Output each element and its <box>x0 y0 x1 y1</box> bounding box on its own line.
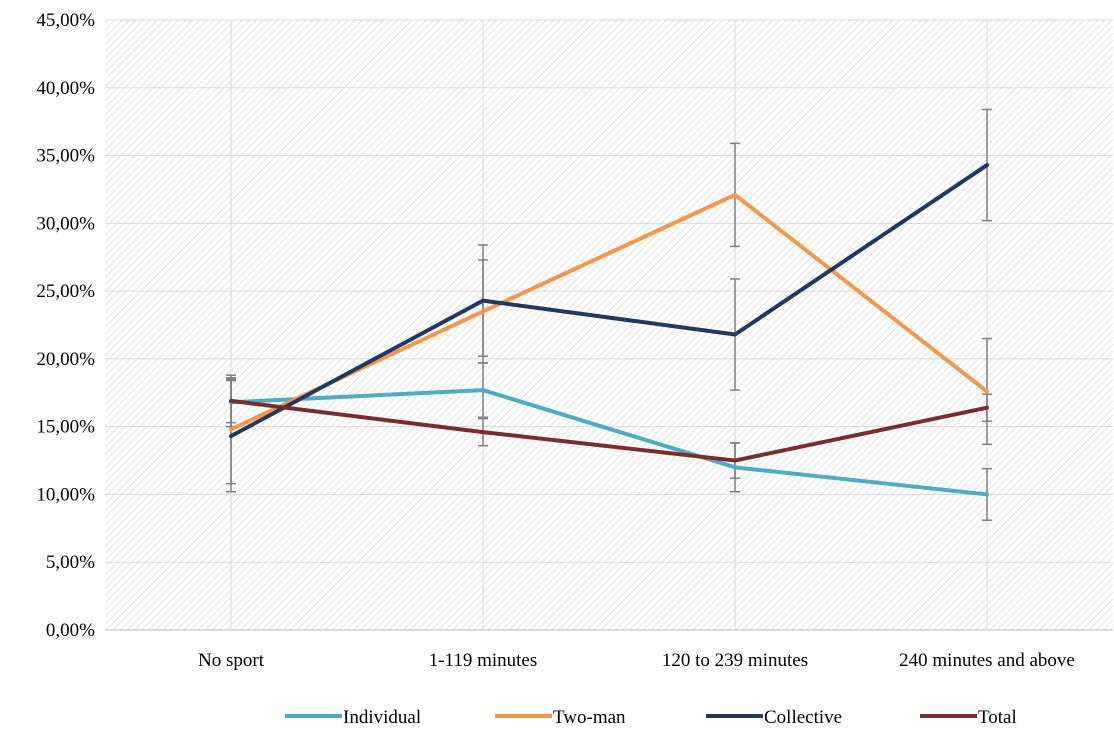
legend-item: Individual <box>285 707 421 728</box>
legend-label: Total <box>978 707 1017 728</box>
legend-item: Collective <box>706 707 842 728</box>
y-tick-label: 20,00% <box>36 349 95 370</box>
x-axis-tick-labels: No sport 1-119 minutes 120 to 239 minutes 2… <box>198 650 1075 671</box>
legend-item: Total <box>920 707 1017 728</box>
x-tick-label: 120 to 239 minutes <box>662 650 808 671</box>
y-tick-label: 35,00% <box>36 146 95 167</box>
series-line <box>229 398 989 463</box>
y-tick-label: 45,00% <box>36 10 95 31</box>
y-tick-label: 40,00% <box>36 78 95 99</box>
series-total <box>229 398 989 463</box>
y-tick-label: 10,00% <box>36 484 95 505</box>
series-line <box>229 388 989 497</box>
y-tick-label: 25,00% <box>36 281 95 302</box>
legend-item: Two-man <box>495 707 626 728</box>
x-tick-label: 240 minutes and above <box>899 650 1075 671</box>
plot-area <box>105 20 1113 630</box>
series-collective <box>229 163 989 439</box>
y-axis-tick-labels: 0,00% 5,00% 10,00% 15,00% 20,00% 25,00% 30,00%… <box>36 10 95 641</box>
legend-label: Individual <box>343 707 421 728</box>
y-tick-label: 15,00% <box>36 417 95 438</box>
y-tick-label: 0,00% <box>46 620 95 641</box>
legend: Individual Two-man Collective Total <box>285 707 1017 728</box>
y-tick-label: 30,00% <box>36 213 95 234</box>
series-line <box>229 163 989 439</box>
y-tick-label: 5,00% <box>46 552 95 573</box>
legend-label: Collective <box>764 707 842 728</box>
legend-label: Two-man <box>553 707 626 728</box>
x-tick-label: 1-119 minutes <box>429 650 538 671</box>
x-tick-label: No sport <box>198 650 265 671</box>
series-lines <box>229 163 989 497</box>
